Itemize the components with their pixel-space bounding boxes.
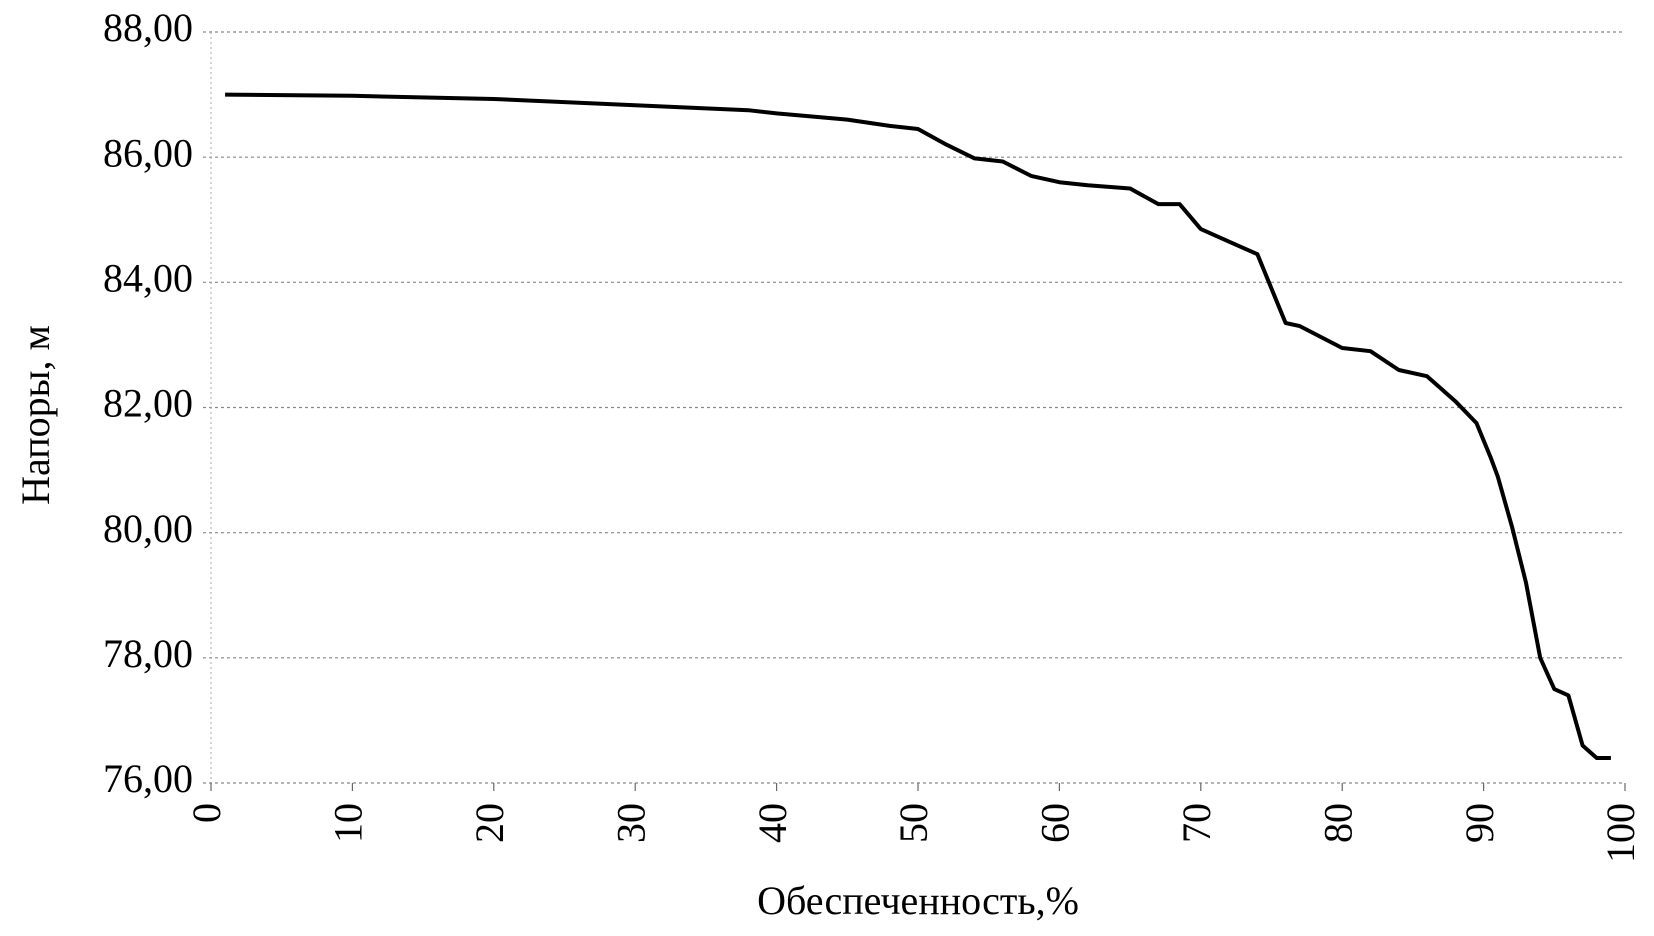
y-tick-label: 84,00 bbox=[103, 256, 193, 301]
x-tick-label: 50 bbox=[891, 803, 936, 843]
y-tick-label: 82,00 bbox=[103, 381, 193, 426]
y-tick-label: 80,00 bbox=[103, 506, 193, 551]
x-tick-label: 70 bbox=[1174, 803, 1219, 843]
y-tick-label: 78,00 bbox=[103, 631, 193, 676]
line bbox=[225, 92, 1611, 760]
x-tick-label: 20 bbox=[467, 803, 512, 843]
x-tick-label: 10 bbox=[326, 803, 371, 843]
y-tick-label: 88,00 bbox=[103, 5, 193, 50]
x-tick-label: 90 bbox=[1457, 803, 1502, 843]
x-tick-label: 40 bbox=[750, 803, 795, 843]
x-tick-label: 30 bbox=[608, 803, 653, 843]
y-tick-label: 86,00 bbox=[103, 130, 193, 175]
x-tick-label: 100 bbox=[1598, 803, 1643, 863]
y-axis-title: Напоры, м bbox=[13, 325, 58, 505]
y-tick-label: 76,00 bbox=[103, 756, 193, 801]
x-tick-label: 60 bbox=[1033, 803, 1078, 843]
x-tick-label: 0 bbox=[184, 803, 229, 823]
x-tick-label: 80 bbox=[1315, 803, 1360, 843]
x-axis-title: Обеспеченность,% bbox=[757, 878, 1079, 923]
